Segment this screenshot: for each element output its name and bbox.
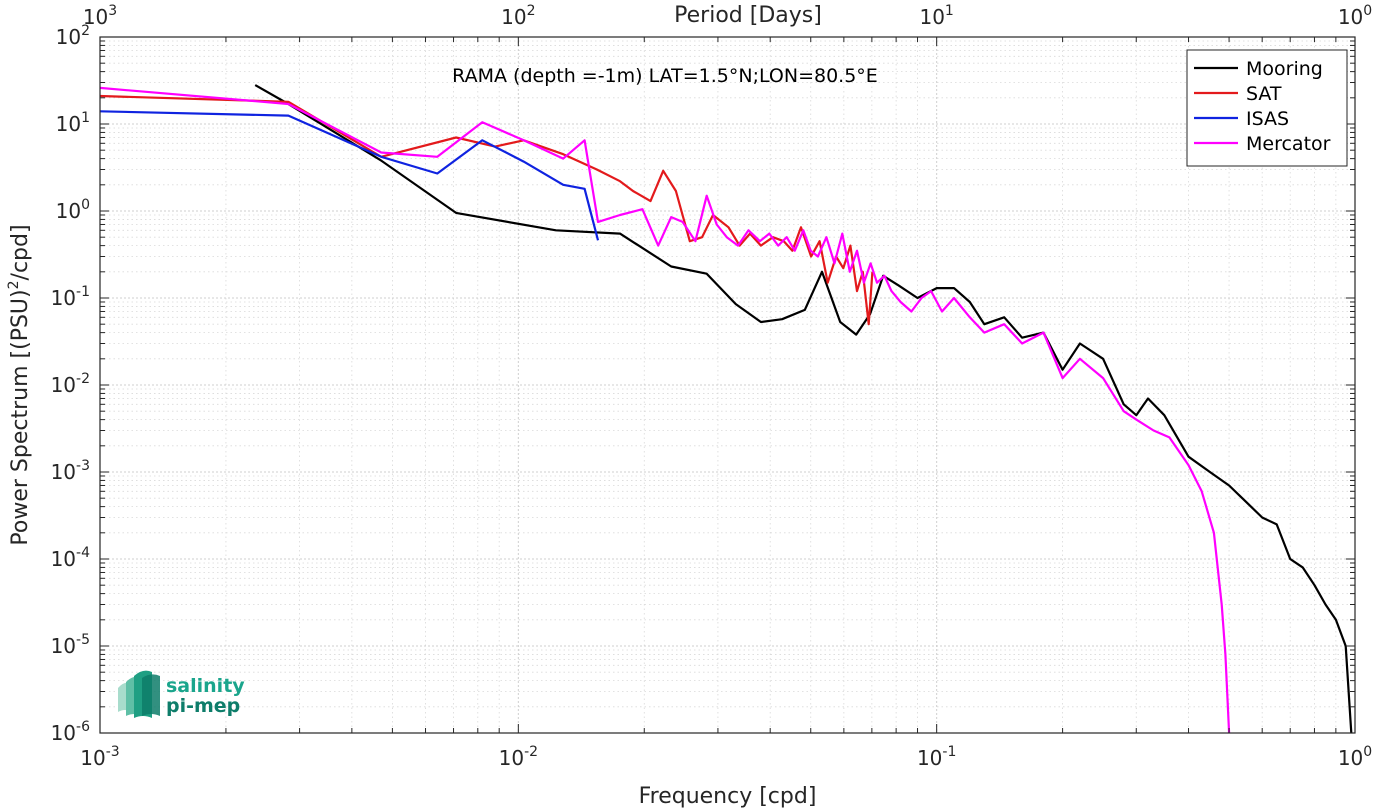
series-line-mercator xyxy=(100,86,1231,733)
x2-tick-label: 100 xyxy=(1338,3,1372,29)
legend-entry-sat: SAT xyxy=(1246,83,1282,105)
y-tick-label: 10-4 xyxy=(51,545,91,571)
legend-entry-isas: ISAS xyxy=(1246,108,1289,130)
x-tick-label: 10-1 xyxy=(917,744,956,770)
series-lines xyxy=(100,84,1353,733)
y-axis-label: Power Spectrum [(PSU)2/cpd] xyxy=(6,224,33,545)
y-tick-label: 102 xyxy=(56,23,90,49)
x-tick-label: 10-2 xyxy=(499,744,538,770)
x2-tick-label: 101 xyxy=(919,3,953,29)
legend-entry-mooring: Mooring xyxy=(1246,58,1323,80)
y-tick-label: 10-3 xyxy=(51,458,90,484)
series-line-isas xyxy=(100,110,600,241)
legend-box xyxy=(1186,49,1348,167)
legend: Mooring SAT ISAS Mercator xyxy=(1186,49,1348,167)
logo-text-line2: pi-mep xyxy=(166,695,240,717)
y-tick-label: 10-1 xyxy=(51,284,90,310)
logo-wave-icon xyxy=(118,670,160,718)
series-line-sat xyxy=(100,94,874,326)
x2-tick-label: 102 xyxy=(501,3,535,29)
salinity-pi-mep-logo: salinity pi-mep xyxy=(118,670,245,718)
y-tick-label: 10-2 xyxy=(51,371,90,397)
axis-ticks xyxy=(99,36,1356,734)
legend-entry-mercator: Mercator xyxy=(1246,133,1331,155)
chart-title: RAMA (depth =-1m) LAT=1.5°N;LON=80.5°E xyxy=(452,65,878,87)
x-tick-label: 100 xyxy=(1338,744,1372,770)
x-axis-label: Frequency [cpd] xyxy=(639,784,817,809)
x2-tick-label: 103 xyxy=(83,3,117,29)
y-tick-label: 10-5 xyxy=(51,632,90,658)
series-line-mooring xyxy=(254,84,1353,733)
y-tick-label: 101 xyxy=(56,110,90,136)
logo-text-line1: salinity xyxy=(166,675,245,697)
y-tick-label: 10-6 xyxy=(51,719,91,745)
y-tick-label: 100 xyxy=(56,197,90,223)
x-tick-label: 10-3 xyxy=(80,744,119,770)
top-axis-label: Period [Days] xyxy=(674,3,822,28)
